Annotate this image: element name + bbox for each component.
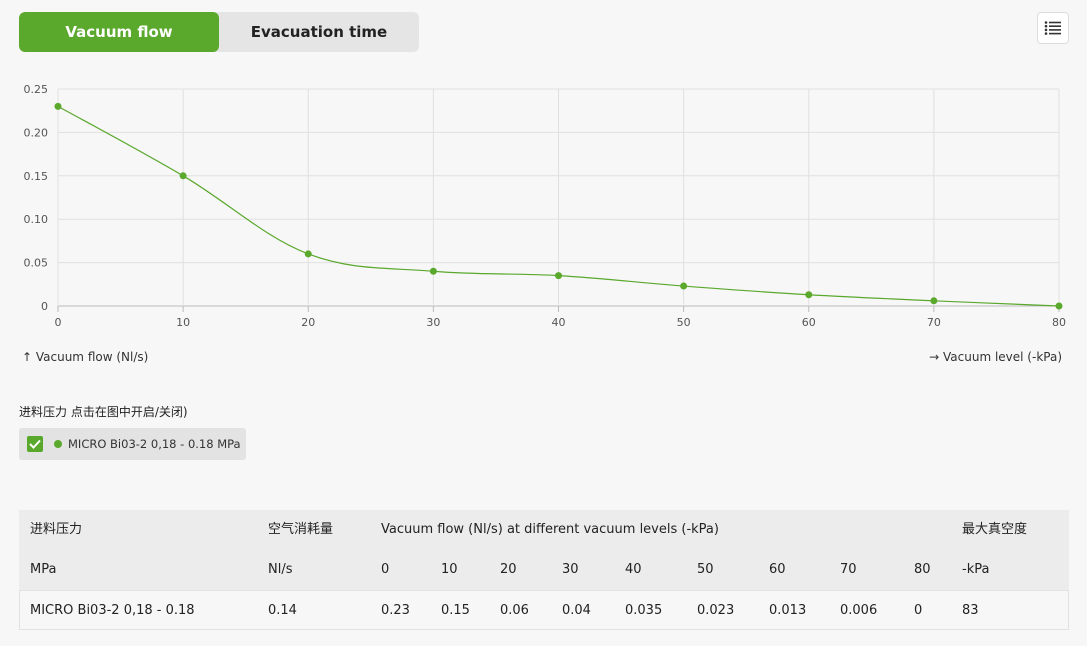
- chart-grid: [57, 88, 1060, 312]
- chart-series: [54, 102, 1063, 310]
- data-point: [429, 267, 437, 275]
- vacuum-flow-chart: 0 0.05 0.10 0.15 0.20 0.25 0 10 20 30 40 50 60 70 80: [24, 83, 1067, 329]
- row-air: 0.14: [268, 603, 297, 618]
- x-tick-label: 60: [802, 316, 816, 329]
- row-flow-0: 0.23: [381, 603, 410, 618]
- row-max: 83: [962, 603, 979, 618]
- level-20: 20: [500, 562, 517, 577]
- data-point: [680, 282, 688, 290]
- data-point: [179, 172, 187, 180]
- unit-air: Nl/s: [268, 562, 293, 577]
- y-tick-label: 0.10: [24, 213, 49, 226]
- row-flow-70: 0.006: [840, 603, 878, 618]
- tab-evacuation-time[interactable]: Evacuation time: [250, 23, 388, 41]
- row-flow-40: 0.035: [625, 603, 663, 618]
- table-header-row: 进料压力 空气消耗量 Vacuum flow (Nl/s) at differe…: [19, 510, 1069, 550]
- data-point: [555, 272, 562, 280]
- x-tick-label: 10: [176, 316, 190, 329]
- tab-vacuum-flow[interactable]: Vacuum flow: [19, 12, 219, 52]
- col-header-max: 最大真空度: [962, 522, 1028, 537]
- unit-max: -kPa: [962, 562, 990, 577]
- x-tick-label: 0: [55, 316, 62, 329]
- y-tick-label: 0.25: [24, 83, 49, 96]
- legend-item-label: MICRO Bi03-2 0,18 - 0.18 MPa: [68, 437, 241, 451]
- x-tick-label: 30: [426, 316, 440, 329]
- list-icon: [1044, 21, 1061, 35]
- y-tick-label: 0.20: [24, 126, 49, 139]
- y-axis-label: ↑ Vacuum flow (Nl/s): [22, 350, 149, 364]
- data-point: [805, 291, 813, 299]
- level-0: 0: [381, 562, 390, 577]
- y-axis-ticks: 0 0.05 0.10 0.15 0.20 0.25: [24, 83, 49, 313]
- data-point: [304, 250, 312, 258]
- legend-title: 进料压力 点击在图中开启/关闭): [19, 405, 188, 419]
- table-unit-row: MPa Nl/s 0 10 20 30 40 50 60 70 80 -kPa: [19, 550, 1069, 590]
- y-tick-label: 0: [41, 300, 48, 313]
- legend-item-micro-bi03-2[interactable]: MICRO Bi03-2 0,18 - 0.18 MPa: [19, 428, 246, 460]
- row-flow-30: 0.04: [562, 603, 591, 618]
- y-tick-label: 0.15: [24, 170, 49, 183]
- row-flow-60: 0.013: [769, 603, 807, 618]
- legend-color-dot: [54, 440, 62, 448]
- x-tick-label: 50: [677, 316, 691, 329]
- level-80: 80: [914, 562, 931, 577]
- x-tick-label: 40: [552, 316, 566, 329]
- x-tick-label: 80: [1052, 316, 1066, 329]
- unit-pressure: MPa: [30, 562, 57, 577]
- x-axis-label: → Vacuum level (-kPa): [929, 350, 1062, 364]
- row-flow-10: 0.15: [441, 603, 470, 618]
- row-flow-50: 0.023: [697, 603, 735, 618]
- legend-checkbox[interactable]: [27, 436, 43, 452]
- level-70: 70: [840, 562, 857, 577]
- chart-menu-button[interactable]: [1037, 12, 1069, 44]
- row-flow-80: 0: [914, 603, 923, 618]
- flow-data-table: 进料压力 空气消耗量 Vacuum flow (Nl/s) at differe…: [19, 510, 1069, 630]
- table-row: MICRO Bi03-2 0,18 - 0.18 0.14 0.23 0.15 …: [19, 590, 1069, 630]
- x-tick-label: 20: [301, 316, 315, 329]
- x-tick-label: 70: [927, 316, 941, 329]
- data-point: [54, 102, 62, 110]
- chart-tabs: Vacuum flow Evacuation time: [19, 12, 419, 52]
- x-axis-ticks: 0 10 20 30 40 50 60 70 80: [55, 316, 1067, 329]
- data-point: [1055, 302, 1063, 310]
- level-30: 30: [562, 562, 579, 577]
- row-flow-20: 0.06: [500, 603, 529, 618]
- col-header-air: 空气消耗量: [268, 522, 334, 537]
- data-point: [930, 297, 938, 305]
- row-name: MICRO Bi03-2 0,18 - 0.18: [30, 603, 195, 618]
- level-60: 60: [769, 562, 786, 577]
- check-icon: [29, 439, 41, 449]
- level-40: 40: [625, 562, 642, 577]
- col-header-pressure: 进料压力: [30, 522, 83, 537]
- col-header-flow: Vacuum flow (Nl/s) at different vacuum l…: [381, 522, 719, 537]
- level-10: 10: [441, 562, 458, 577]
- level-50: 50: [697, 562, 714, 577]
- y-tick-label: 0.05: [24, 257, 49, 270]
